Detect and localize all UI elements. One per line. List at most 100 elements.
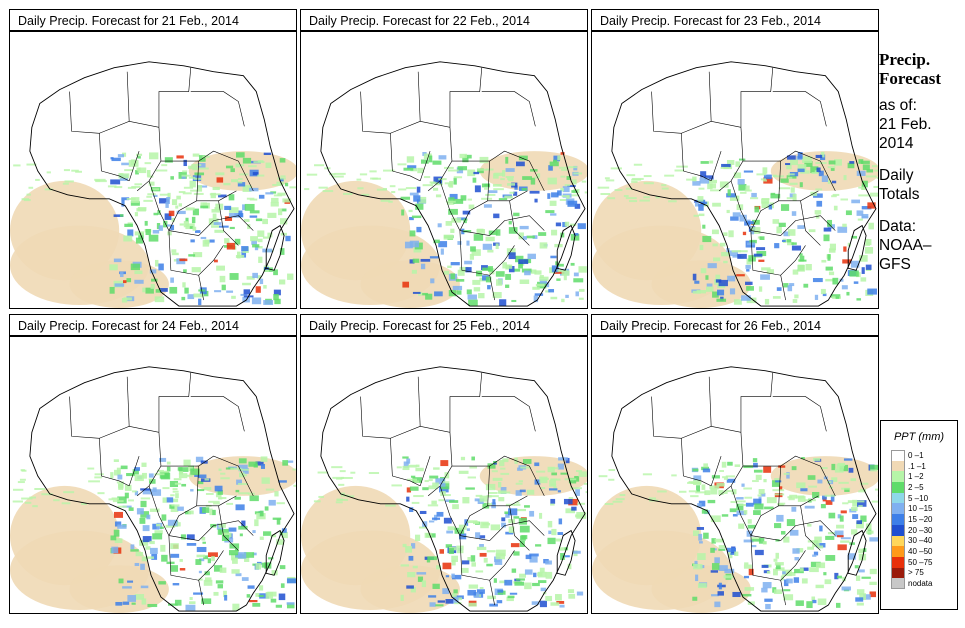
panel-title: Daily Precip. Forecast for 25 Feb., 2014 bbox=[300, 314, 588, 336]
legend-label: 50 –75 bbox=[908, 557, 933, 567]
country-border bbox=[417, 376, 421, 427]
country-border bbox=[126, 376, 130, 427]
country-border bbox=[360, 91, 393, 172]
forecast-panel-26-feb: Daily Precip. Forecast for 26 Feb., 2014 bbox=[591, 314, 879, 614]
panel-title: Daily Precip. Forecast for 26 Feb., 2014 bbox=[591, 314, 879, 336]
legend-label: 30 –40 bbox=[908, 536, 933, 546]
madagascar-outline bbox=[265, 224, 285, 271]
legend-swatch bbox=[891, 546, 905, 557]
country-border bbox=[681, 121, 742, 134]
country-border bbox=[459, 161, 490, 231]
country-border bbox=[750, 466, 781, 536]
forecast-panel-22-feb: Daily Precip. Forecast for 22 Feb., 2014 bbox=[300, 9, 588, 309]
legend-swatch bbox=[891, 460, 905, 472]
country-border bbox=[750, 230, 806, 276]
map-svg bbox=[10, 61, 296, 308]
madagascar-outline bbox=[556, 224, 576, 271]
panel-title: Daily Precip. Forecast for 22 Feb., 2014 bbox=[300, 9, 588, 31]
country-border bbox=[651, 396, 684, 477]
country-border bbox=[168, 161, 199, 231]
forecast-panel-24-feb: Daily Precip. Forecast for 24 Feb., 2014 bbox=[9, 314, 297, 614]
country-border bbox=[780, 580, 786, 606]
data-label: Data: bbox=[879, 218, 917, 235]
precip-map bbox=[300, 31, 588, 309]
legend-row: > 75 bbox=[881, 567, 957, 579]
legend-swatch bbox=[891, 482, 905, 493]
legend-label: .1 –1 bbox=[908, 461, 926, 471]
country-border bbox=[136, 127, 162, 192]
country-border bbox=[101, 170, 130, 182]
panel-title: Daily Precip. Forecast for 21 Feb., 2014 bbox=[9, 9, 297, 31]
country-border bbox=[681, 426, 742, 439]
country-border bbox=[158, 67, 192, 128]
country-border bbox=[136, 432, 162, 497]
coastline bbox=[320, 61, 586, 307]
legend-label: 2 –5 bbox=[908, 482, 924, 492]
country-border bbox=[190, 91, 245, 127]
rain-layer bbox=[313, 456, 587, 608]
country-border bbox=[128, 151, 140, 182]
country-border bbox=[427, 432, 453, 497]
country-border bbox=[451, 455, 545, 496]
asof-label: as of: bbox=[879, 97, 917, 114]
asof-date-line1: 21 Feb. bbox=[879, 116, 932, 133]
country-border bbox=[390, 426, 451, 439]
country-border bbox=[730, 180, 836, 236]
country-border bbox=[160, 150, 254, 191]
precip-map bbox=[9, 31, 297, 309]
legend-row: 40 –50 bbox=[881, 546, 957, 557]
country-border bbox=[158, 372, 192, 433]
country-border bbox=[198, 580, 204, 606]
precip-map bbox=[300, 336, 588, 614]
country-border bbox=[487, 190, 528, 202]
panel-title: Daily Precip. Forecast for 24 Feb., 2014 bbox=[9, 314, 297, 336]
country-border bbox=[772, 396, 827, 432]
country-border bbox=[651, 91, 684, 172]
country-border bbox=[718, 432, 744, 497]
country-border bbox=[481, 396, 536, 432]
legend-swatch bbox=[891, 503, 905, 515]
asof-date-line2: 2014 bbox=[879, 135, 914, 152]
country-border bbox=[198, 275, 204, 301]
country-border bbox=[459, 466, 490, 536]
coastline bbox=[611, 61, 877, 307]
rain-layer bbox=[597, 151, 878, 305]
panel-title: Daily Precip. Forecast for 23 Feb., 2014 bbox=[591, 9, 879, 31]
legend-row: 10 –15 bbox=[881, 503, 957, 515]
country-border bbox=[708, 71, 712, 122]
country-border bbox=[392, 170, 421, 182]
legend-swatch bbox=[891, 578, 905, 589]
madagascar-outline bbox=[556, 529, 576, 576]
country-border bbox=[708, 376, 712, 427]
totals-label: Totals bbox=[879, 186, 920, 203]
country-border bbox=[419, 151, 431, 182]
country-border bbox=[417, 71, 421, 122]
legend-row: 0 –1 bbox=[881, 450, 957, 461]
coastline bbox=[29, 61, 295, 307]
madagascar-outline bbox=[265, 529, 285, 576]
country-border bbox=[449, 67, 483, 128]
legend-label: 15 –20 bbox=[908, 514, 933, 524]
country-border bbox=[730, 485, 836, 541]
legend-title: PPT (mm) bbox=[893, 431, 945, 443]
precip-map bbox=[591, 336, 879, 614]
legend-label: > 75 bbox=[908, 568, 924, 578]
country-border bbox=[99, 426, 160, 439]
legend-row: 15 –20 bbox=[881, 514, 957, 525]
country-border bbox=[427, 127, 453, 192]
legend-row: 1 –2 bbox=[881, 471, 957, 483]
legend-row: 20 –30 bbox=[881, 524, 957, 536]
country-border bbox=[168, 230, 224, 276]
heading-forecast: Forecast bbox=[879, 69, 941, 88]
legend-swatch bbox=[891, 471, 905, 483]
country-border bbox=[710, 151, 722, 182]
coastline bbox=[320, 366, 586, 612]
country-border bbox=[489, 275, 495, 301]
country-border bbox=[190, 396, 245, 432]
legend-row: nodata bbox=[881, 578, 957, 589]
country-border bbox=[459, 230, 515, 276]
legend-row: 5 –10 bbox=[881, 492, 957, 504]
country-border bbox=[683, 170, 712, 182]
country-border bbox=[780, 275, 786, 301]
country-border bbox=[481, 91, 536, 127]
